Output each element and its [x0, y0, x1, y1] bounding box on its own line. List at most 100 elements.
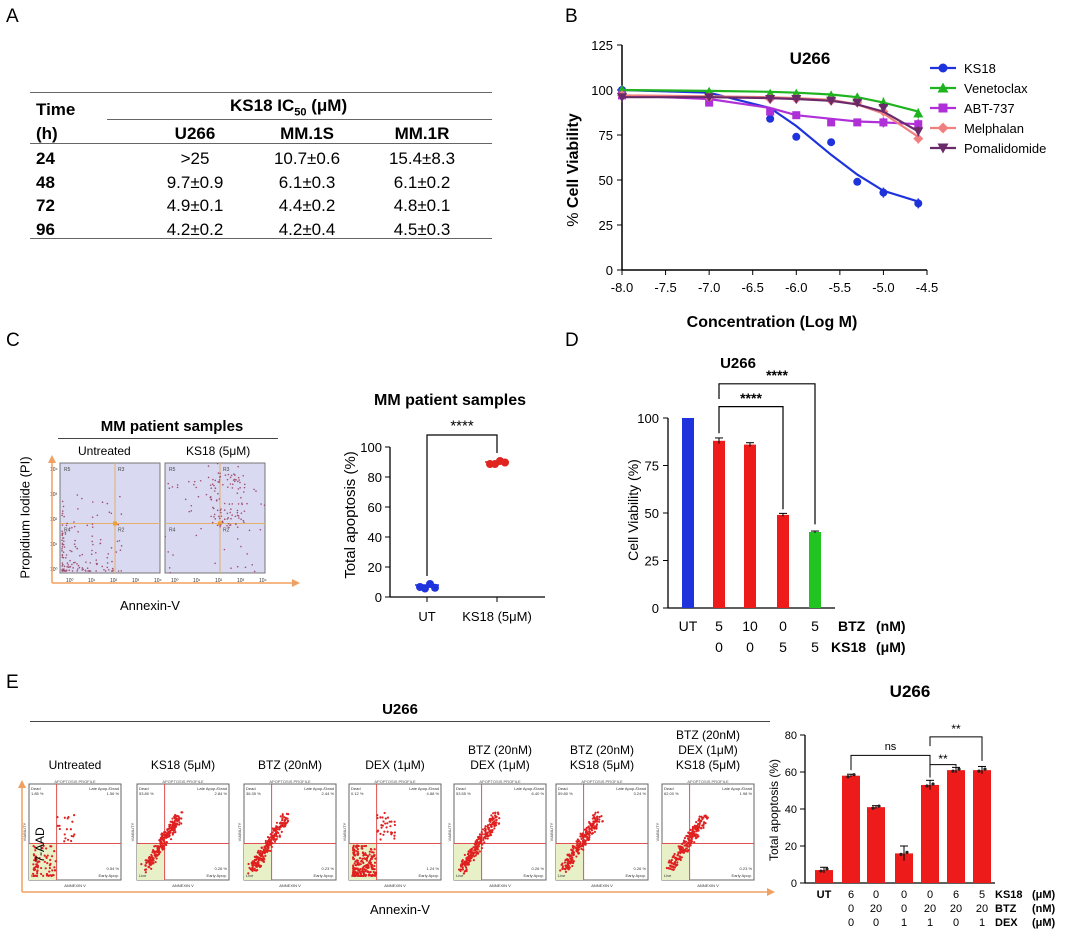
event-dot	[698, 817, 701, 820]
event-dot	[43, 860, 46, 863]
pct-late: 1.56 %	[107, 791, 120, 796]
event-dot	[229, 483, 232, 485]
y-tick-label: 10²	[50, 517, 58, 523]
x-tick-label: -6.0	[785, 280, 807, 295]
axis-x: ANNEXIN V	[279, 883, 301, 888]
event-dot	[44, 867, 47, 870]
legend-marker	[938, 103, 948, 113]
event-dot	[704, 815, 707, 818]
event-dot	[486, 824, 490, 827]
data-point	[905, 850, 909, 854]
series-line	[621, 94, 919, 126]
quad-dead: Dead	[664, 786, 674, 791]
event-dot	[168, 830, 172, 833]
flow-e-condition-label: BTZ (20nM) KS18 (5μM)	[552, 743, 652, 773]
data-point	[977, 769, 981, 773]
event-dot	[486, 831, 489, 834]
event-dot	[73, 833, 76, 836]
event-dot	[582, 848, 585, 851]
event-dot	[91, 516, 94, 519]
event-dot	[72, 562, 75, 564]
event-dot	[61, 543, 64, 546]
event-dot	[376, 814, 379, 817]
bar	[809, 532, 821, 608]
event-dot	[34, 859, 37, 862]
event-dot	[590, 832, 594, 835]
event-dot	[370, 855, 373, 859]
event-dot	[693, 841, 696, 844]
event-dot	[275, 821, 279, 824]
event-dot	[698, 815, 701, 818]
event-dot	[286, 821, 289, 824]
event-dot	[689, 828, 692, 832]
event-dot	[480, 838, 483, 842]
event-dot	[120, 570, 123, 572]
event-dot	[224, 474, 227, 476]
event-dot	[681, 842, 684, 846]
quad-early: Early Apop.	[314, 873, 334, 878]
data-point	[791, 95, 802, 104]
event-dot	[260, 503, 262, 505]
event-dot	[465, 859, 468, 862]
event-dot	[167, 827, 171, 831]
event-dot	[246, 553, 249, 555]
event-dot	[491, 831, 494, 834]
event-dot	[223, 518, 226, 521]
event-dot	[176, 484, 179, 486]
event-dot	[559, 869, 562, 872]
gate-point	[218, 521, 222, 526]
event-dot	[61, 565, 64, 567]
table-col-h: (h)	[36, 124, 58, 143]
event-dot	[229, 524, 231, 527]
x-ks18-value: 6	[848, 889, 854, 901]
event-dot	[670, 858, 673, 862]
event-dot	[46, 854, 49, 857]
event-dot	[120, 513, 123, 515]
event-dot	[595, 816, 598, 819]
series-line	[621, 88, 919, 113]
event-dot	[64, 533, 67, 535]
event-dot	[193, 480, 196, 483]
viability-bar-chart: U266 Cell Viability (%) 0255075100******…	[625, 355, 906, 655]
event-dot	[172, 825, 175, 828]
x-row2-label: 0	[746, 639, 754, 655]
event-dot	[61, 562, 64, 564]
event-dot	[369, 859, 372, 862]
event-dot	[227, 473, 230, 476]
event-dot	[74, 545, 77, 548]
event-dot	[236, 526, 239, 528]
event-dot	[144, 864, 147, 867]
event-dot	[281, 819, 284, 822]
event-dot	[169, 838, 173, 841]
event-dot	[481, 828, 485, 831]
event-dot	[568, 855, 571, 858]
bar	[815, 870, 833, 883]
event-dot	[62, 556, 65, 559]
event-dot	[61, 500, 64, 503]
condition-line: BTZ (20nM)	[257, 758, 322, 772]
event-dot	[107, 553, 110, 555]
event-dot	[577, 840, 580, 843]
event-dot	[494, 821, 497, 824]
quad-late: Late Apop./Dead	[89, 786, 119, 791]
event-dot	[92, 543, 94, 546]
event-dot	[149, 861, 152, 865]
event-dot	[188, 510, 191, 513]
bar	[921, 784, 939, 883]
event-dot	[43, 854, 46, 857]
x-tick-label: 10³	[237, 578, 245, 584]
event-dot	[362, 861, 365, 865]
event-dot	[171, 817, 174, 820]
event-dot	[393, 823, 396, 827]
event-dot	[688, 835, 692, 838]
event-dot	[222, 483, 224, 486]
event-dot	[218, 515, 220, 518]
event-dot	[357, 844, 360, 848]
event-dot	[241, 503, 243, 506]
event-dot	[171, 833, 174, 836]
event-dot	[62, 532, 64, 535]
event-dot	[484, 831, 487, 834]
data-point	[704, 93, 715, 103]
event-dot	[366, 854, 370, 858]
event-dot	[683, 848, 687, 852]
